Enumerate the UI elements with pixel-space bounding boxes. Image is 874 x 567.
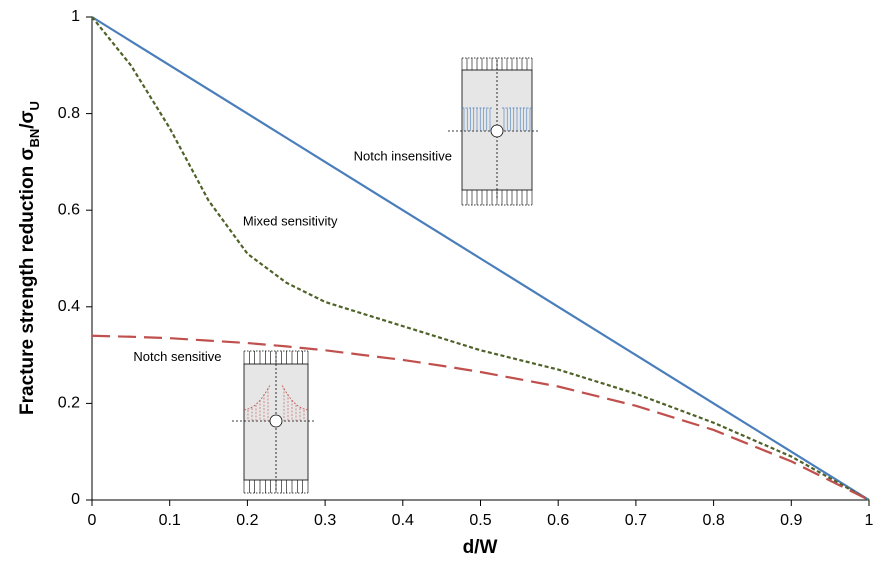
y-tick-label: 0.2 xyxy=(58,395,80,412)
x-tick-label: 0.2 xyxy=(236,512,258,529)
x-tick-label: 1 xyxy=(865,512,874,529)
x-tick-label: 0.8 xyxy=(702,512,724,529)
x-tick-label: 0.5 xyxy=(469,512,491,529)
y-tick-label: 0.8 xyxy=(58,105,80,122)
x-axis-label: d/W xyxy=(463,537,498,558)
annotation: Notch insensitive xyxy=(354,149,452,164)
x-tick-label: 0.6 xyxy=(547,512,569,529)
y-tick-label: 0 xyxy=(71,491,80,508)
y-axis-label-part: U xyxy=(27,101,42,110)
y-tick-label: 0.4 xyxy=(58,298,80,315)
y-axis-label-part: Fracture strength reduction σ xyxy=(17,148,38,415)
x-tick-label: 0.1 xyxy=(159,512,181,529)
series-line xyxy=(91,16,870,501)
x-tick-label: 0.3 xyxy=(314,512,336,529)
y-axis-label-part: /σ xyxy=(17,110,38,128)
x-tick-label: 0 xyxy=(88,512,97,529)
y-axis-label: Fracture strength reduction σBN/σU xyxy=(17,101,42,415)
annotation: Notch sensitive xyxy=(133,349,221,364)
x-tick-label: 0.4 xyxy=(392,512,414,529)
y-tick-label: 0.6 xyxy=(58,201,80,218)
specimen-hatching xyxy=(243,58,533,493)
series-line xyxy=(91,334,870,501)
series-line xyxy=(91,16,870,501)
y-tick-label: 1 xyxy=(71,8,80,25)
x-tick-label: 0.7 xyxy=(625,512,647,529)
x-tick-label: 0.9 xyxy=(780,512,802,529)
y-axis-label-part: BN xyxy=(27,129,42,148)
annotation: Mixed sensitivity xyxy=(243,214,338,229)
